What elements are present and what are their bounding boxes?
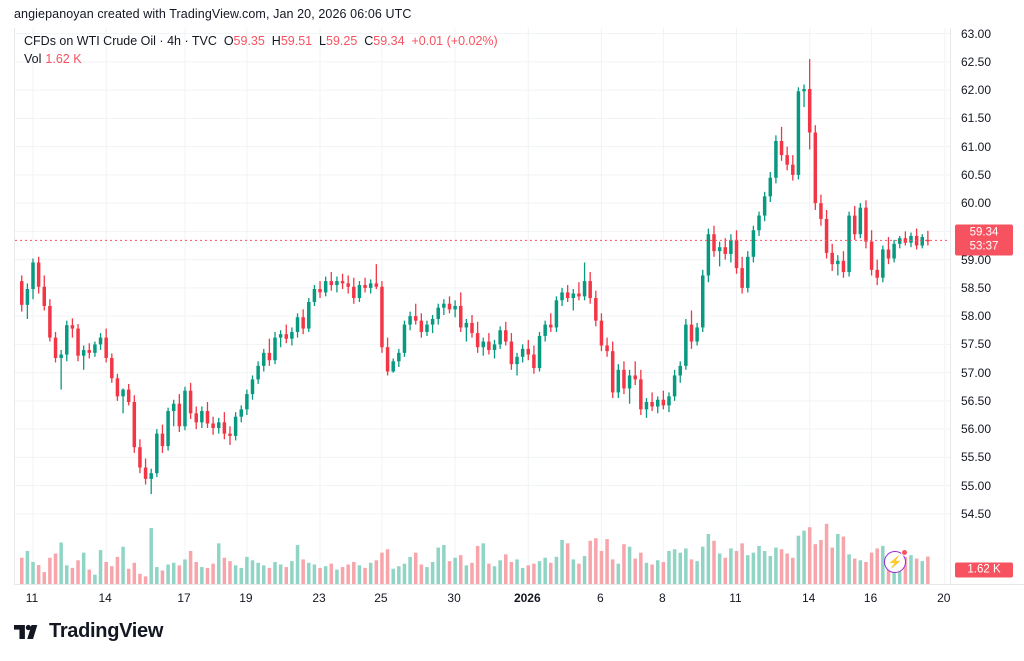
price-tick-label: 63.00 [961,26,992,41]
chart-plot-area[interactable] [14,28,951,585]
price-tick-label: 61.50 [961,111,992,126]
price-tick-label: 60.00 [961,196,992,211]
time-tick-label: 2026 [513,591,541,605]
time-tick-label: 11 [25,591,39,605]
bar-countdown: 53:37 [969,240,999,253]
time-tick-label: 30 [447,591,461,605]
time-tick-label: 19 [239,591,253,605]
time-tick-label: 14 [98,591,112,605]
candlestick-plot [15,28,950,584]
current-price-badge[interactable]: 59.34 53:37 [955,224,1013,256]
price-tick-label: 58.50 [961,280,992,295]
lightning-ring [884,551,906,573]
footer-branding: TradingView [14,620,163,643]
time-tick-label: 16 [863,591,878,605]
price-tick-label: 62.50 [961,54,992,69]
time-scale[interactable]: 11 14 17 19 23 25 30 2026 6 8 11 14 16 20 [14,586,951,612]
price-scale[interactable]: 63.0062.5062.0061.5061.0060.5060.0059.50… [951,26,1024,585]
price-tick-label: 61.00 [961,139,992,154]
time-tick-label: 25 [374,591,388,605]
price-tick-label: 62.00 [961,83,992,98]
price-tick-label: 57.00 [961,365,992,380]
tradingview-wordmark: TradingView [49,620,164,642]
time-tick-label: 6 [597,591,604,605]
price-tick-label: 56.00 [961,422,992,437]
time-tick-label: 8 [659,591,666,605]
price-tick-label: 57.50 [961,337,992,352]
lightning-bolt-icon[interactable]: ⚡ [884,549,908,573]
time-tick-label: 17 [177,591,191,605]
price-tick-label: 59.00 [961,252,992,267]
volume-value-badge[interactable]: 1.62 K [955,562,1013,578]
price-tick-label: 58.00 [961,309,992,324]
lightning-glyph: ⚡ [887,555,903,569]
time-tick-label: 20 [937,591,951,605]
price-tick-label: 56.50 [961,393,992,408]
time-tick-label: 11 [729,591,742,605]
time-tick-label: 23 [312,591,326,605]
time-tick-label: 14 [802,591,816,605]
tradingview-logo-icon [14,624,38,639]
current-price-value: 59.34 [969,226,999,239]
price-tick-label: 60.50 [961,167,992,182]
attribution-text: angiepanoyan created with TradingView.co… [14,7,412,21]
price-tick-label: 55.50 [961,450,992,465]
notification-dot [901,549,908,556]
price-tick-label: 55.00 [961,478,992,493]
price-tick-label: 54.50 [961,506,992,521]
